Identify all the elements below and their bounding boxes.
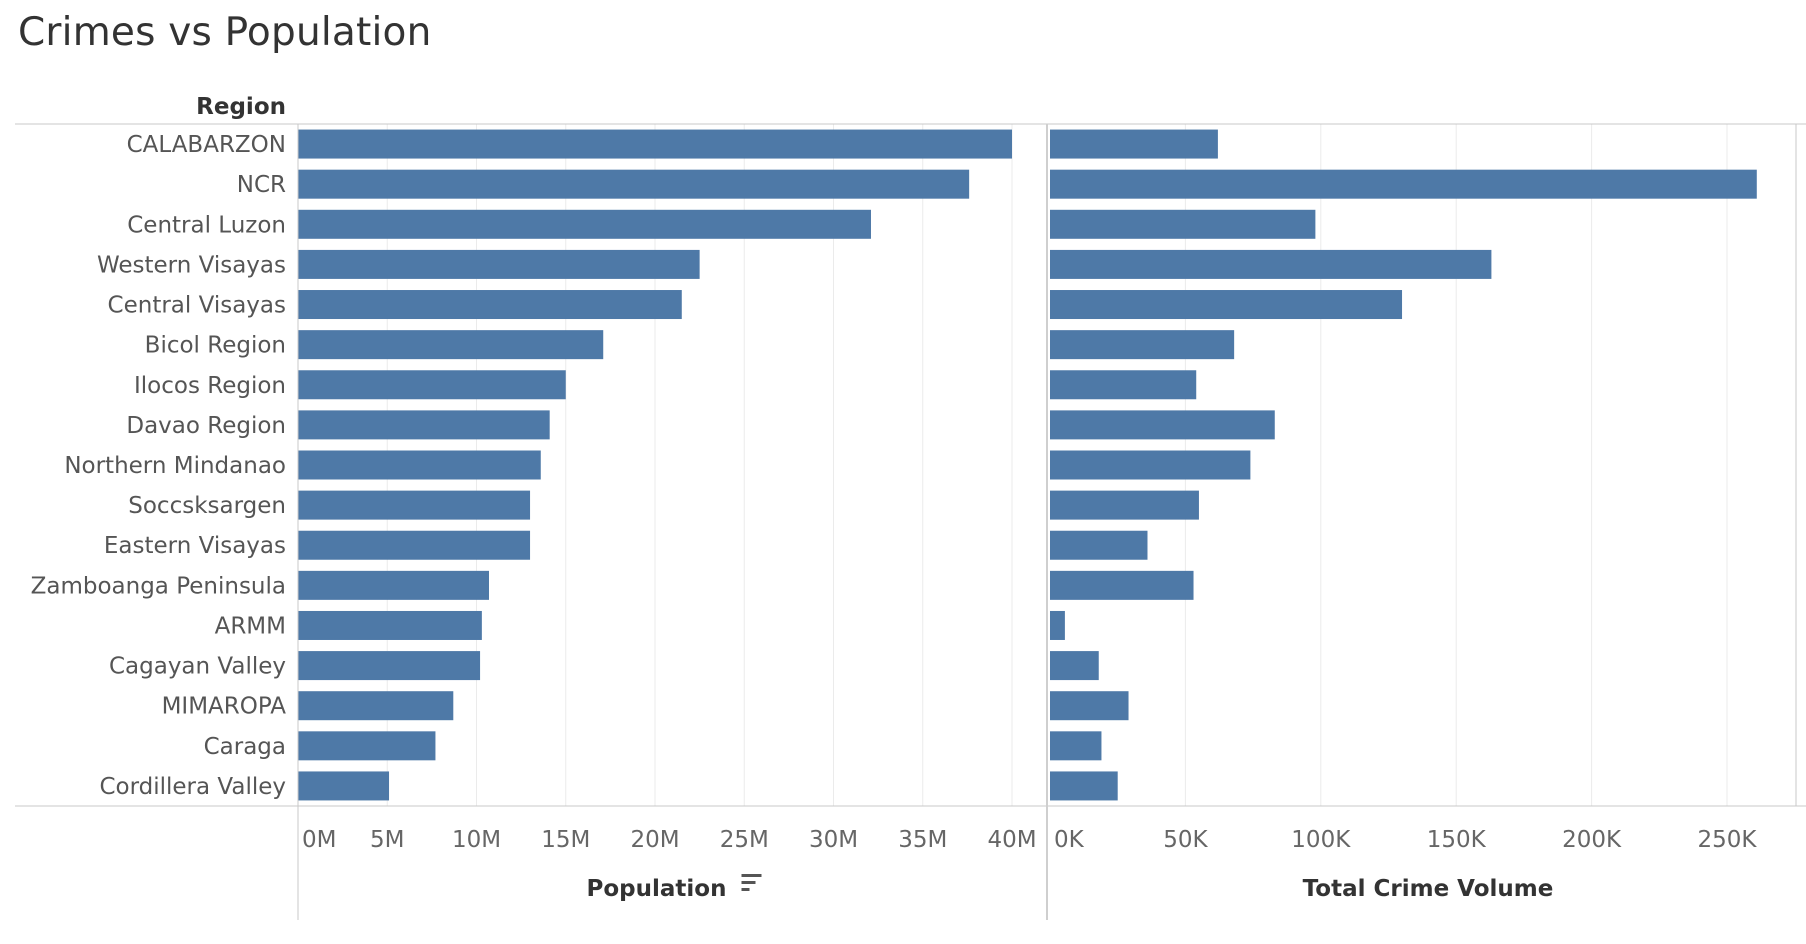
x-tick-label: 200K bbox=[1562, 827, 1622, 853]
region-label: Zamboanga Peninsula bbox=[31, 573, 286, 599]
region-label: Eastern Visayas bbox=[104, 533, 286, 559]
x-axis-title: Population bbox=[587, 876, 727, 902]
bar-crime[interactable] bbox=[1050, 129, 1218, 159]
region-label: Caraga bbox=[204, 734, 286, 760]
bar-population[interactable] bbox=[298, 610, 482, 640]
x-tick-label: 30M bbox=[809, 827, 858, 853]
region-label: Cordillera Valley bbox=[99, 774, 286, 800]
bar-population[interactable] bbox=[298, 410, 550, 440]
bar-crime[interactable] bbox=[1050, 209, 1316, 239]
bar-population[interactable] bbox=[298, 570, 489, 600]
bar-population[interactable] bbox=[298, 169, 970, 199]
bar-population[interactable] bbox=[298, 490, 531, 520]
bar-population[interactable] bbox=[298, 691, 454, 721]
x-axis-title: Total Crime Volume bbox=[1303, 876, 1554, 902]
x-tick-label: 50K bbox=[1163, 827, 1208, 853]
region-label: Central Visayas bbox=[108, 293, 286, 319]
bar-population[interactable] bbox=[298, 129, 1012, 159]
region-label: Ilocos Region bbox=[134, 373, 286, 399]
region-label: MIMAROPA bbox=[162, 694, 287, 720]
bar-crime[interactable] bbox=[1050, 370, 1197, 400]
bar-crime[interactable] bbox=[1050, 731, 1102, 761]
x-tick-label: 40M bbox=[987, 827, 1036, 853]
x-tick-label: 10M bbox=[452, 827, 501, 853]
x-tick-label: 15M bbox=[541, 827, 590, 853]
region-label: NCR bbox=[237, 172, 286, 198]
bar-population[interactable] bbox=[298, 209, 871, 239]
bar-crime[interactable] bbox=[1050, 169, 1757, 199]
x-tick-label: 5M bbox=[370, 827, 404, 853]
region-label: Cagayan Valley bbox=[109, 654, 286, 680]
bar-crime[interactable] bbox=[1050, 249, 1492, 279]
region-label: Bicol Region bbox=[145, 333, 286, 359]
bar-population[interactable] bbox=[298, 249, 700, 279]
region-label: Western Visayas bbox=[97, 252, 286, 278]
region-label: Davao Region bbox=[126, 413, 286, 439]
region-label: Soccsksargen bbox=[128, 493, 286, 519]
bar-population[interactable] bbox=[298, 330, 604, 360]
bar-crime[interactable] bbox=[1050, 330, 1235, 360]
bar-crime[interactable] bbox=[1050, 610, 1065, 640]
x-tick-label: 0K bbox=[1054, 827, 1085, 853]
row-header: Region bbox=[196, 94, 286, 120]
labels: Region CALABARZON NCR Central Luzon Western … bbox=[31, 94, 1758, 902]
bar-population[interactable] bbox=[298, 771, 390, 801]
region-label: Northern Mindanao bbox=[64, 453, 286, 479]
x-tick-label: 20M bbox=[630, 827, 679, 853]
region-label: Central Luzon bbox=[127, 212, 286, 238]
region-label: ARMM bbox=[215, 613, 286, 639]
bar-crime[interactable] bbox=[1050, 410, 1275, 440]
chart-frame bbox=[15, 123, 1806, 920]
bar-crime[interactable] bbox=[1050, 651, 1099, 681]
bar-population[interactable] bbox=[298, 450, 541, 480]
region-label: CALABARZON bbox=[127, 132, 286, 158]
bar-crime[interactable] bbox=[1050, 450, 1251, 480]
bar-crime[interactable] bbox=[1050, 691, 1129, 721]
bar-crime[interactable] bbox=[1050, 490, 1199, 520]
sort-descending-icon[interactable] bbox=[741, 874, 762, 891]
x-tick-label: 250K bbox=[1698, 827, 1758, 853]
bar-population[interactable] bbox=[298, 731, 436, 761]
x-tick-label: 150K bbox=[1427, 827, 1487, 853]
bar-crime[interactable] bbox=[1050, 570, 1194, 600]
x-tick-label: 100K bbox=[1291, 827, 1351, 853]
bars bbox=[298, 129, 1757, 801]
x-tick-label: 0M bbox=[302, 827, 336, 853]
bar-population[interactable] bbox=[298, 530, 531, 560]
chart-title: Crimes vs Population bbox=[18, 10, 432, 55]
bar-crime[interactable] bbox=[1050, 530, 1148, 560]
bar-crime[interactable] bbox=[1050, 290, 1403, 320]
x-tick-label: 25M bbox=[720, 827, 769, 853]
bar-population[interactable] bbox=[298, 651, 481, 681]
bar-population[interactable] bbox=[298, 290, 682, 320]
x-tick-label: 35M bbox=[898, 827, 947, 853]
bar-crime[interactable] bbox=[1050, 771, 1118, 801]
bar-population[interactable] bbox=[298, 370, 566, 400]
